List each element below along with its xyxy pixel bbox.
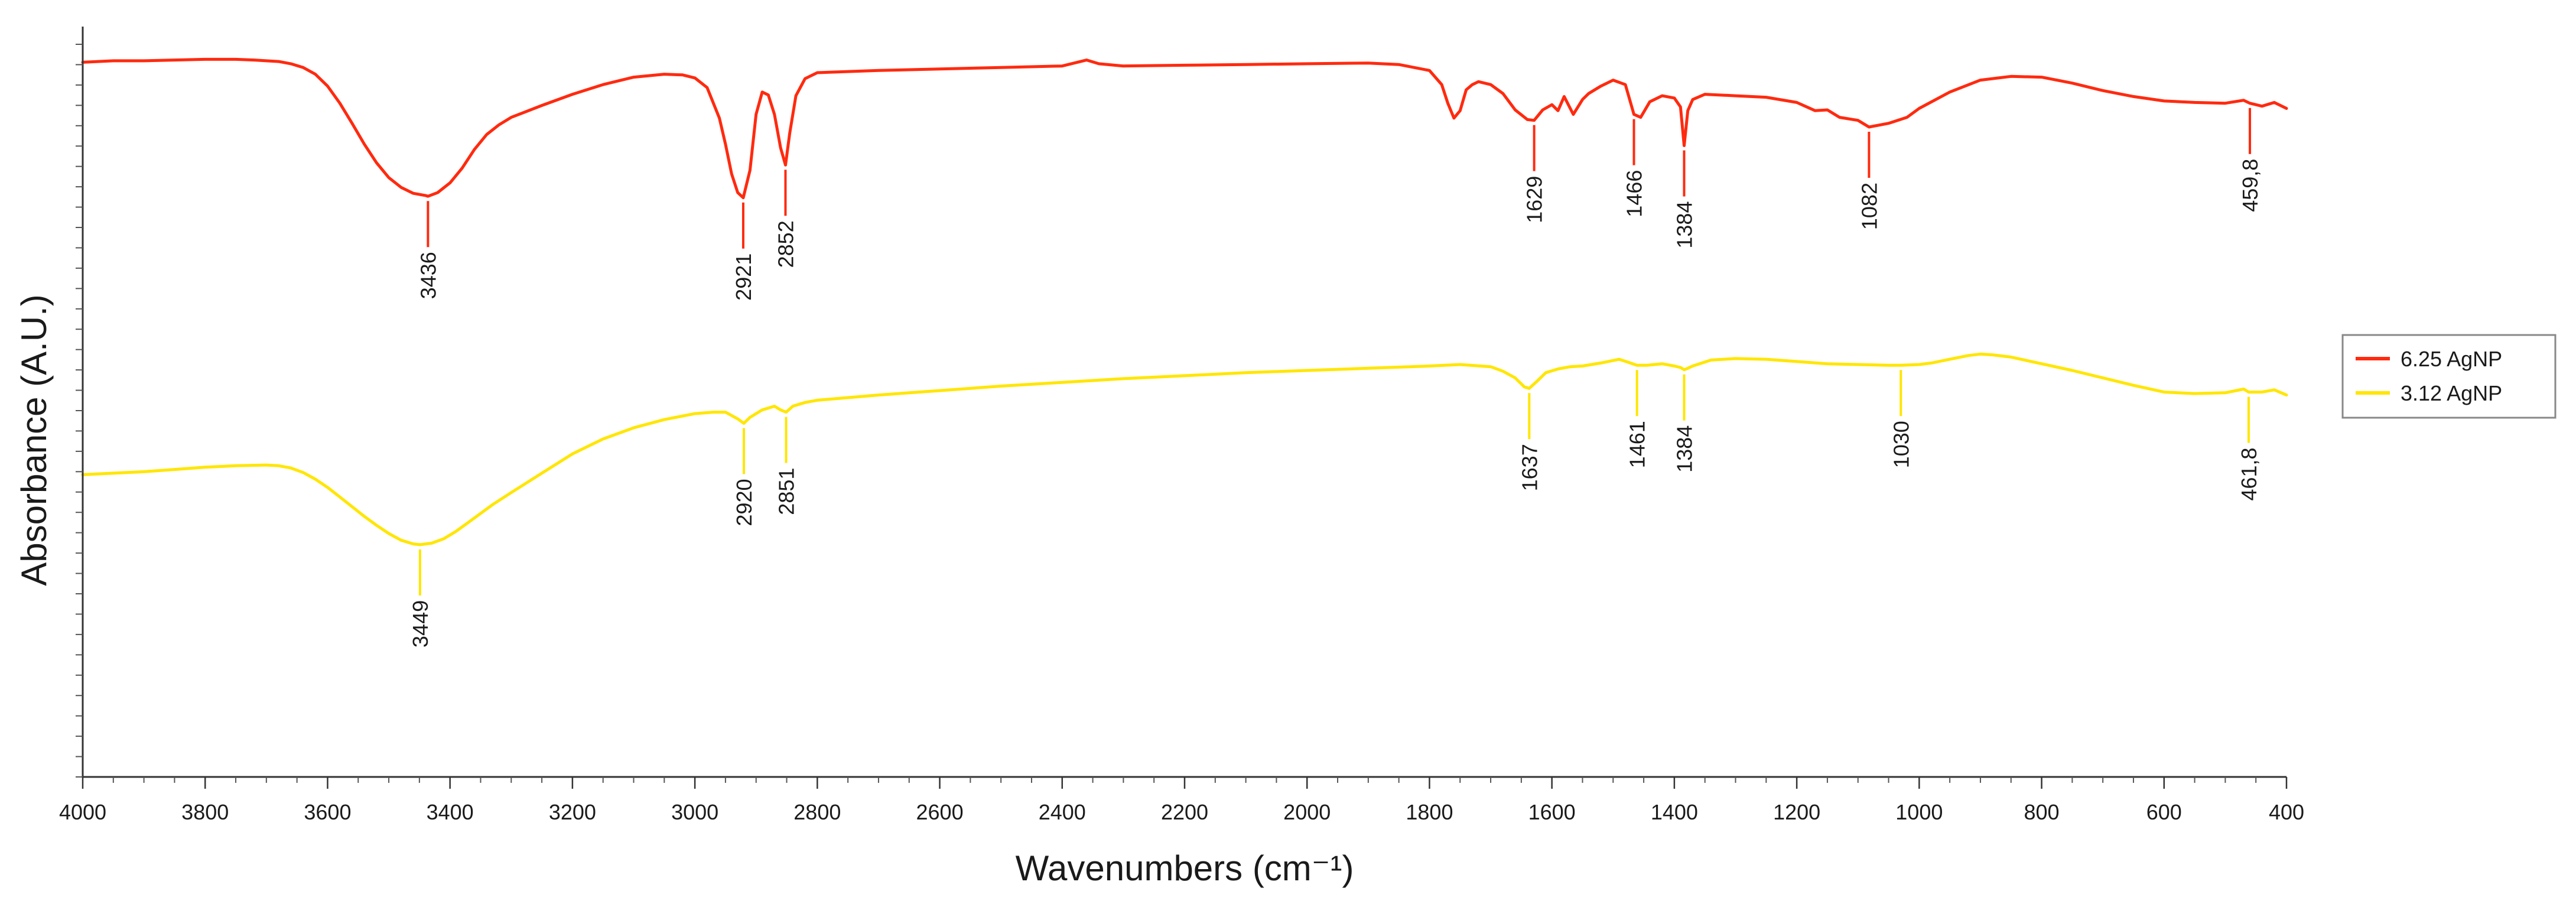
peak-label: 2852: [773, 220, 798, 268]
legend: 6.25 AgNP 3.12 AgNP: [2341, 334, 2557, 419]
legend-label: 3.12 AgNP: [2401, 381, 2502, 405]
x-tick-label: 3200: [549, 800, 596, 824]
x-tick-label: 600: [2146, 800, 2182, 824]
peak-label: 1466: [1622, 170, 1647, 217]
plot-area: 3436 2921 2852 1629 1466 1384 1082 459,8 3449 292…: [81, 57, 2288, 648]
peak-label: 461,8: [2237, 448, 2261, 501]
x-tick-label: 3600: [304, 800, 351, 824]
x-tick-label: 3400: [427, 800, 474, 824]
x-tick-label: 2800: [793, 800, 841, 824]
x-tick-label: 3000: [671, 800, 718, 824]
peak-label: 2851: [774, 468, 798, 515]
peak-label: 2921: [731, 253, 756, 301]
peak-label: 1461: [1625, 421, 1650, 468]
peak-label: 1384: [1672, 201, 1696, 249]
peak-label: 2920: [732, 479, 756, 526]
peak-label: 1030: [1889, 421, 1913, 468]
x-axis-title: Wavenumbers (cm⁻¹): [1016, 848, 1354, 888]
peak-label: 3449: [408, 600, 432, 648]
x-tick-label: 4000: [59, 800, 106, 824]
peak-label: 459,8: [2238, 159, 2262, 212]
peak-label: 1384: [1672, 425, 1696, 473]
x-tick-label: 3800: [181, 800, 229, 824]
peak-label: 1082: [1857, 183, 1881, 230]
series-line-6-25-agnp: [81, 57, 2288, 200]
series-line-3-12-agnp: [81, 352, 2288, 547]
legend-label: 6.25 AgNP: [2401, 347, 2502, 371]
x-tick-label: 1800: [1406, 800, 1453, 824]
x-tick-label: 1400: [1651, 800, 1698, 824]
x-tick-label: 1200: [1773, 800, 1820, 824]
legend-box: [2341, 334, 2557, 419]
x-tick-label: 2400: [1039, 800, 1086, 824]
peak-label: 1637: [1517, 444, 1541, 491]
peak-label: 1629: [1523, 176, 1547, 223]
x-tick-label: 2200: [1161, 800, 1208, 824]
x-tick-label: 400: [2269, 800, 2304, 824]
axes: 4000 3800 3600 3400 3200 3000 2800 2600 2400 2200…: [59, 27, 2304, 824]
x-tick-label: 800: [2024, 800, 2060, 824]
x-tick-label: 2600: [916, 800, 964, 824]
x-tick-label: 2000: [1283, 800, 1331, 824]
x-tick-label: 1600: [1528, 800, 1576, 824]
y-axis-title: Absorbance (A.U.): [14, 294, 54, 586]
x-tick-label: 1000: [1895, 800, 1943, 824]
peak-label: 3436: [416, 252, 440, 299]
